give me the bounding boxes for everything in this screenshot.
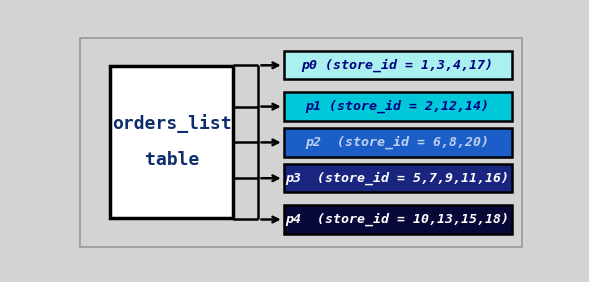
Text: p4  (store_id = 10,13,15,18): p4 (store_id = 10,13,15,18) xyxy=(286,213,509,226)
FancyBboxPatch shape xyxy=(284,51,512,80)
Text: p1 (store_id = 2,12,14): p1 (store_id = 2,12,14) xyxy=(306,100,489,113)
FancyBboxPatch shape xyxy=(81,38,522,247)
Text: p3  (store_id = 5,7,9,11,16): p3 (store_id = 5,7,9,11,16) xyxy=(286,171,509,185)
Text: orders_list: orders_list xyxy=(112,114,231,133)
FancyBboxPatch shape xyxy=(284,92,512,121)
FancyBboxPatch shape xyxy=(284,164,512,192)
FancyBboxPatch shape xyxy=(284,205,512,233)
Text: p2  (store_id = 6,8,20): p2 (store_id = 6,8,20) xyxy=(306,136,489,149)
Text: p0 (store_id = 1,3,4,17): p0 (store_id = 1,3,4,17) xyxy=(302,59,494,72)
FancyBboxPatch shape xyxy=(284,128,512,157)
FancyBboxPatch shape xyxy=(110,67,233,218)
Text: table: table xyxy=(144,151,199,169)
